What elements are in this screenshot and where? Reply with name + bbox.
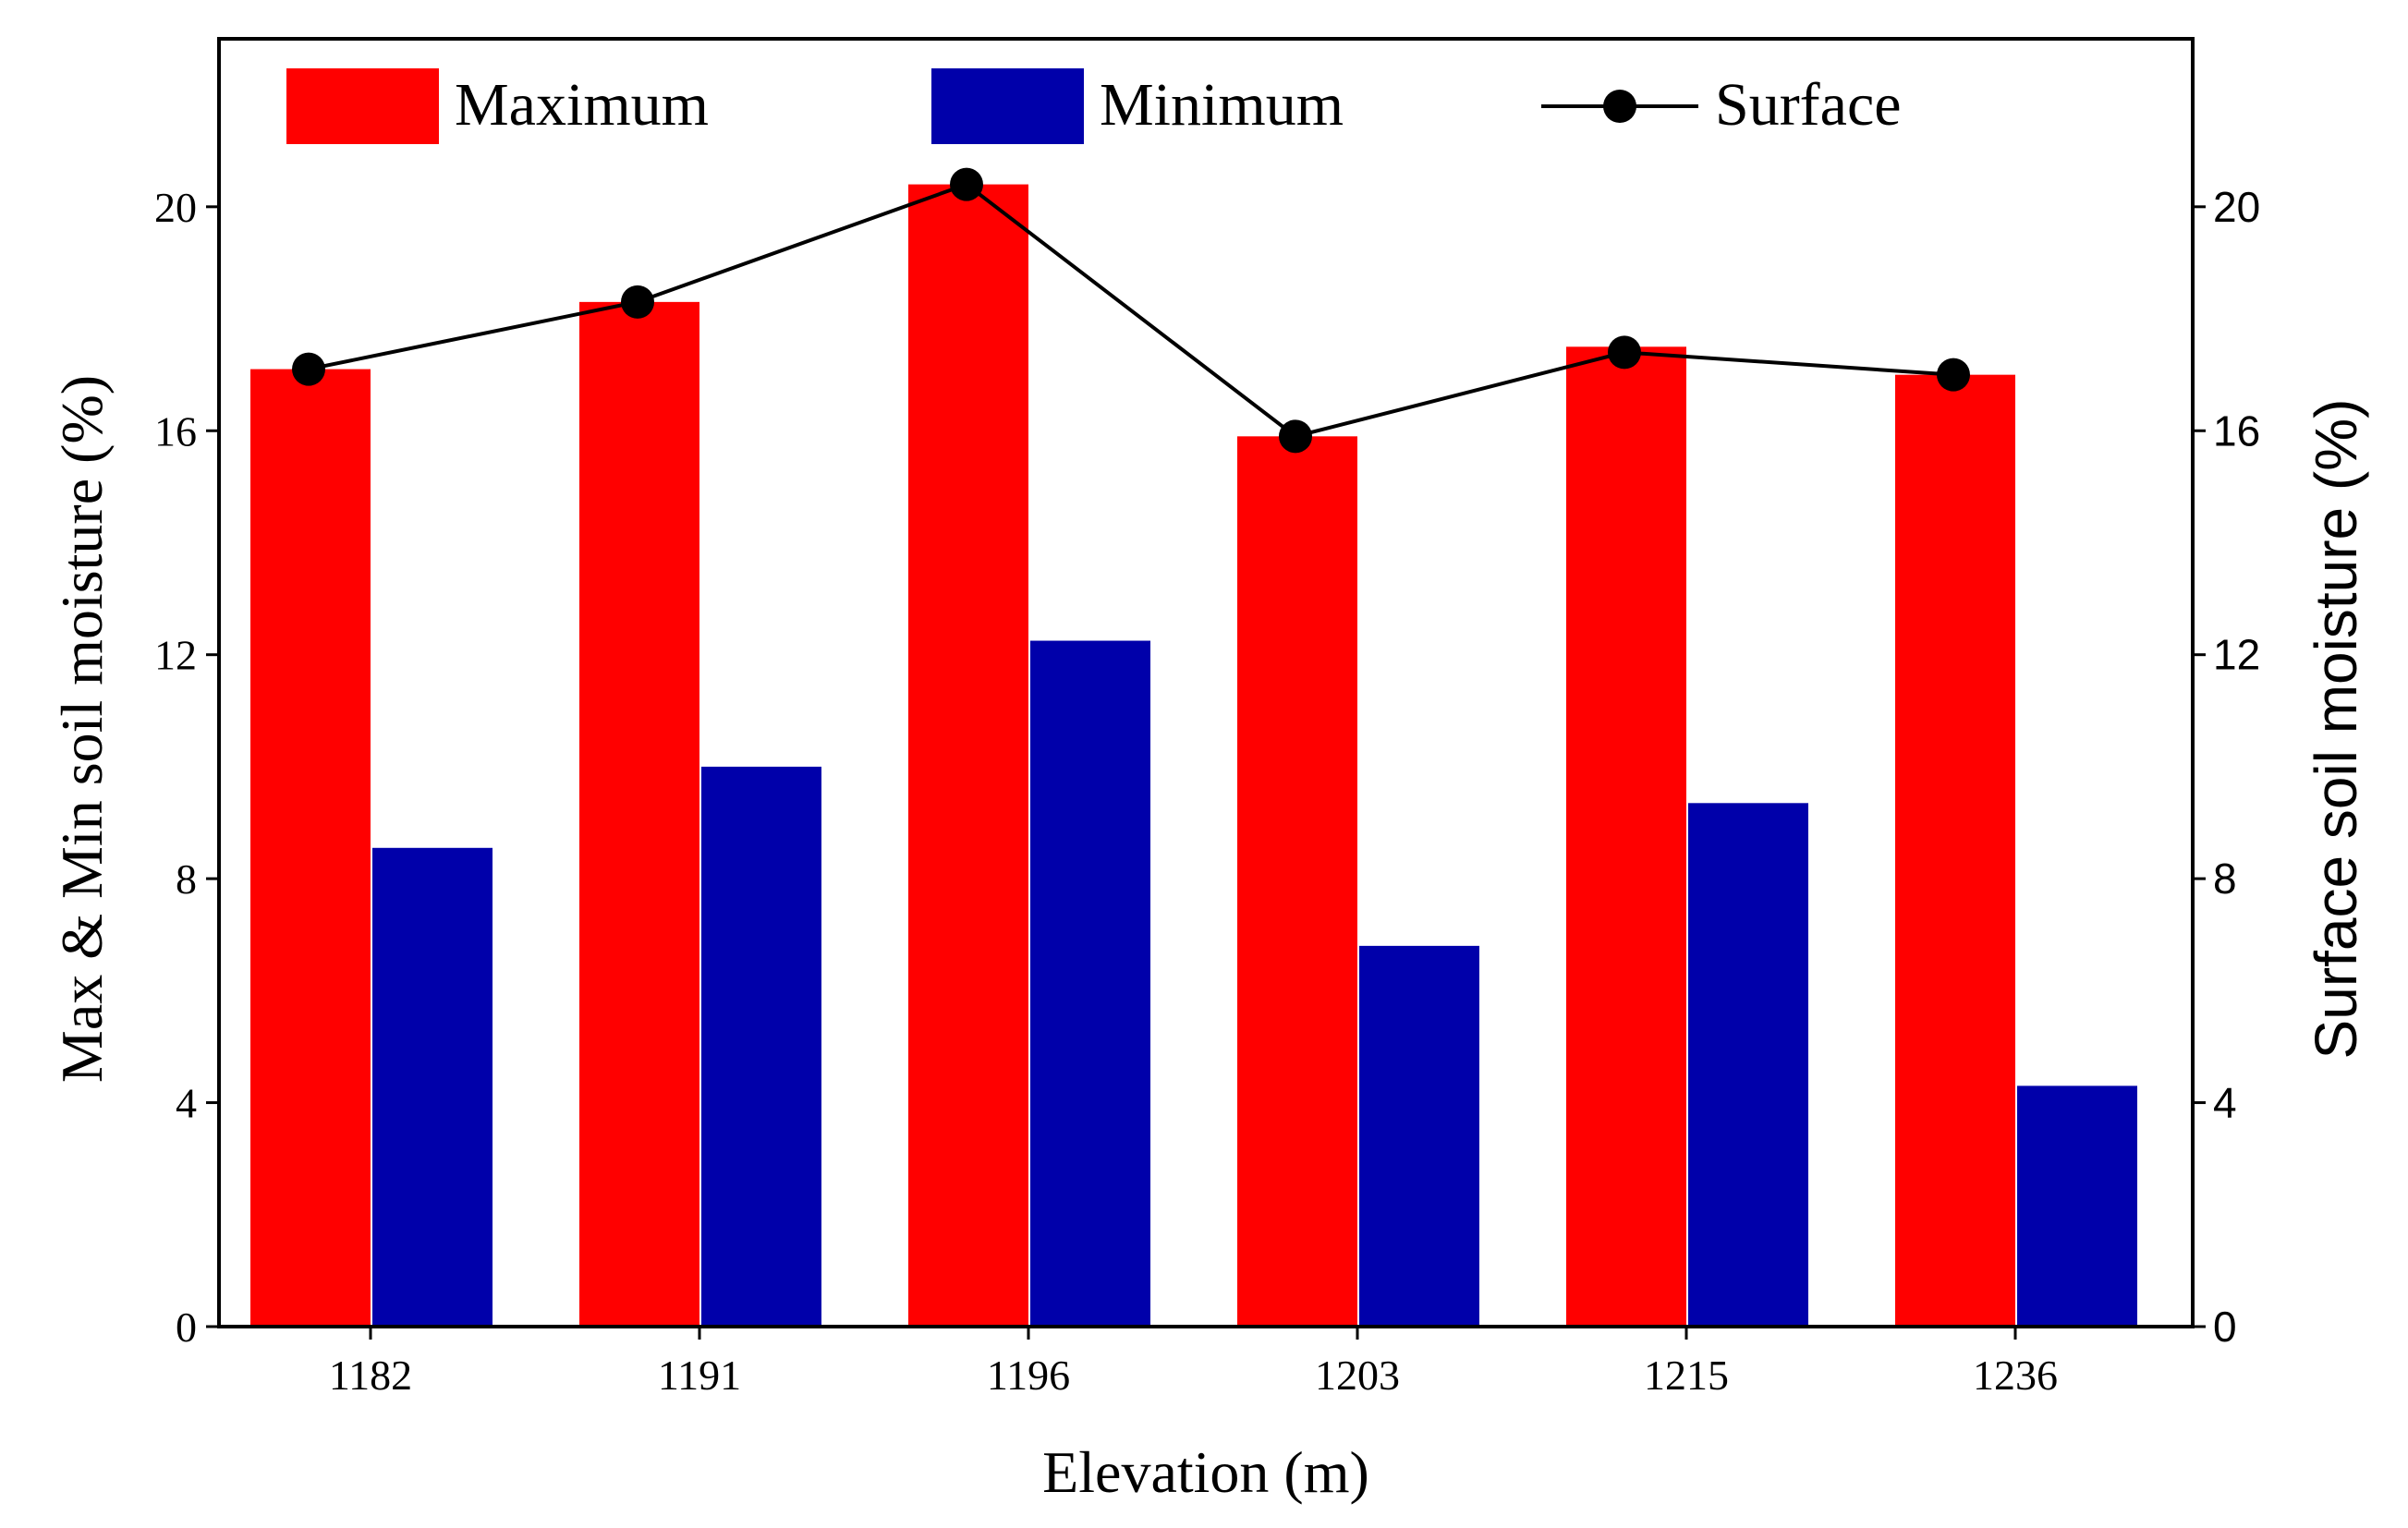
right-y-tick-label-4: 4 bbox=[2213, 1079, 2237, 1127]
surface-point-1236 bbox=[1937, 358, 1970, 392]
plot-frame bbox=[217, 37, 2195, 1328]
left-y-tick-label-8: 8 bbox=[176, 855, 197, 903]
bar-minimum-1196 bbox=[1030, 640, 1150, 1327]
x-tick-label-1182: 1182 bbox=[329, 1352, 412, 1399]
x-tick-label-1196: 1196 bbox=[987, 1352, 1070, 1399]
surface-point-1182 bbox=[292, 352, 325, 386]
surface-point-1215 bbox=[1608, 335, 1641, 370]
surface-point-1196 bbox=[950, 167, 983, 201]
bar-maximum-1203 bbox=[1237, 436, 1357, 1327]
left-y-axis-title: Max & Min soil moisture (%) bbox=[49, 375, 115, 1083]
bars-layer bbox=[250, 184, 2137, 1328]
bar-maximum-1215 bbox=[1566, 346, 1686, 1327]
right-y-tick-label-20: 20 bbox=[2213, 183, 2260, 231]
bar-maximum-1191 bbox=[579, 301, 699, 1328]
bar-minimum-1191 bbox=[701, 766, 821, 1327]
left-y-tick-label-4: 4 bbox=[176, 1080, 197, 1127]
x-tick-label-1215: 1215 bbox=[1644, 1352, 1729, 1399]
surface-line-layer bbox=[292, 167, 1970, 454]
legend: Maximum Minimum Surface bbox=[286, 68, 1902, 144]
legend-label-minimum: Minimum bbox=[1100, 71, 1344, 139]
right-y-tick-label-12: 12 bbox=[2213, 631, 2260, 679]
legend-marker-surface bbox=[1603, 90, 1636, 123]
x-tick-label-1203: 1203 bbox=[1315, 1352, 1400, 1399]
bar-minimum-1215 bbox=[1688, 803, 1808, 1327]
right-y-tick-label-0: 0 bbox=[2213, 1303, 2237, 1351]
x-tick-label-1191: 1191 bbox=[658, 1352, 741, 1399]
legend-label-surface: Surface bbox=[1715, 71, 1902, 139]
legend-label-maximum: Maximum bbox=[455, 71, 709, 139]
surface-point-1203 bbox=[1279, 419, 1312, 454]
left-y-tick-label-0: 0 bbox=[176, 1304, 197, 1351]
surface-point-1191 bbox=[621, 285, 654, 319]
bar-maximum-1182 bbox=[250, 369, 371, 1327]
bar-maximum-1196 bbox=[908, 184, 1028, 1327]
bar-minimum-1203 bbox=[1359, 945, 1479, 1327]
legend-swatch-maximum bbox=[286, 68, 439, 144]
bar-minimum-1182 bbox=[372, 847, 493, 1327]
left-y-tick-label-12: 12 bbox=[154, 632, 197, 679]
legend-swatch-minimum bbox=[931, 68, 1084, 144]
left-y-tick-label-16: 16 bbox=[154, 407, 197, 455]
left-y-tick-label-20: 20 bbox=[154, 184, 197, 231]
ticks-layer: 1182 1191 1196 1203 1215 1236 0 4 8 12 16 20 0 4 8 12 16… bbox=[154, 183, 2260, 1399]
surface-line bbox=[308, 182, 1954, 439]
right-y-tick-label-8: 8 bbox=[2213, 855, 2237, 903]
x-tick-label-1236: 1236 bbox=[1973, 1352, 2058, 1399]
bar-maximum-1236 bbox=[1895, 374, 2015, 1328]
right-y-tick-label-16: 16 bbox=[2213, 406, 2260, 455]
right-y-axis-title: Surface soil moisture (%) bbox=[2303, 399, 2369, 1060]
x-axis-title: Elevation (m) bbox=[1042, 1439, 1369, 1505]
bar-minimum-1236 bbox=[2017, 1085, 2137, 1327]
